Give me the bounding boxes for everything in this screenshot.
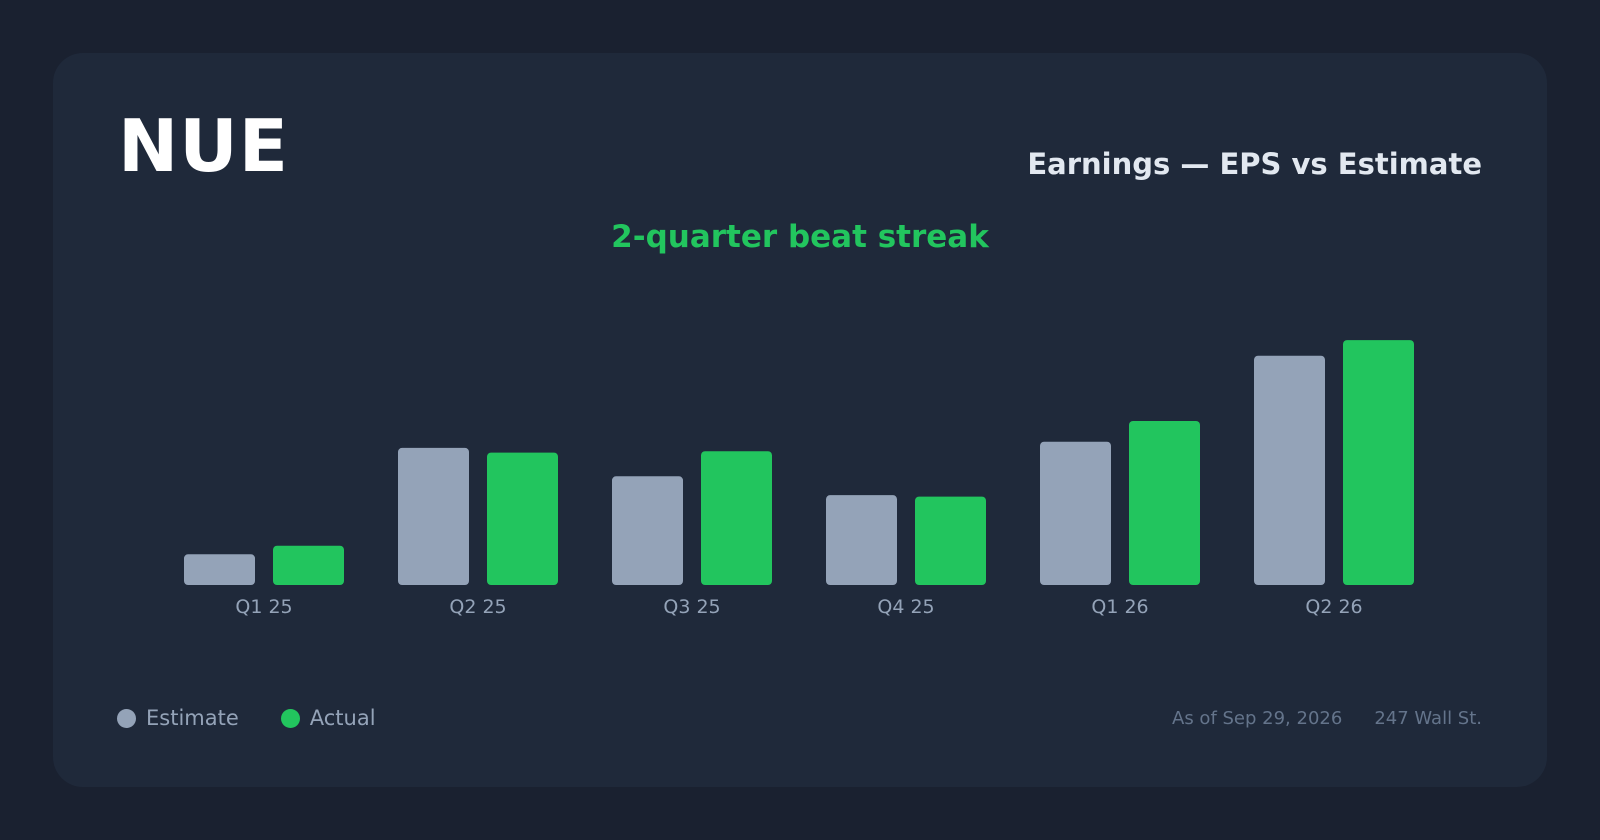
bar-actual-q1-26 (1129, 420, 1200, 585)
actual-swatch (280, 708, 300, 728)
bar-actual-q2-26 (1343, 340, 1414, 585)
legend-item-actual: Actual (280, 706, 376, 730)
bar-actual-q2-25 (487, 452, 558, 585)
bar-estimate-q1-25 (184, 554, 255, 585)
chart-footer: As of Sep 29, 2026 247 Wall St. (1172, 708, 1482, 729)
estimate-swatch (117, 708, 136, 728)
x-tick-label: Q4 25 (877, 596, 934, 618)
x-tick-label: Q2 26 (1305, 596, 1362, 618)
bar-estimate-q2-26 (1254, 355, 1325, 585)
bar-actual-q4-25 (915, 496, 986, 585)
bar-estimate-q1-26 (1040, 441, 1111, 585)
x-tick-label: Q3 25 (663, 596, 720, 618)
ticker-symbol: NUE (118, 104, 289, 188)
x-tick-label: Q1 25 (235, 596, 292, 618)
bar-actual-q1-25 (273, 545, 344, 585)
legend-item-estimate: Estimate (117, 706, 239, 730)
source-credit: 247 Wall St. (1374, 708, 1482, 729)
bar-estimate-q3-25 (612, 476, 683, 585)
bar-estimate-q4-25 (826, 495, 897, 585)
chart-legend: Estimate Actual (117, 706, 418, 730)
legend-label-estimate: Estimate (146, 706, 239, 730)
chart-title: Earnings — EPS vs Estimate (1027, 147, 1482, 181)
as-of-date: As of Sep 29, 2026 (1172, 708, 1343, 729)
x-tick-label: Q1 26 (1091, 596, 1148, 618)
bar-actual-q3-25 (701, 451, 772, 585)
legend-label-actual: Actual (309, 706, 376, 730)
chart-subtitle: 2-quarter beat streak (611, 219, 989, 255)
x-tick-label: Q2 25 (449, 596, 506, 618)
bar-estimate-q2-25 (398, 447, 469, 585)
